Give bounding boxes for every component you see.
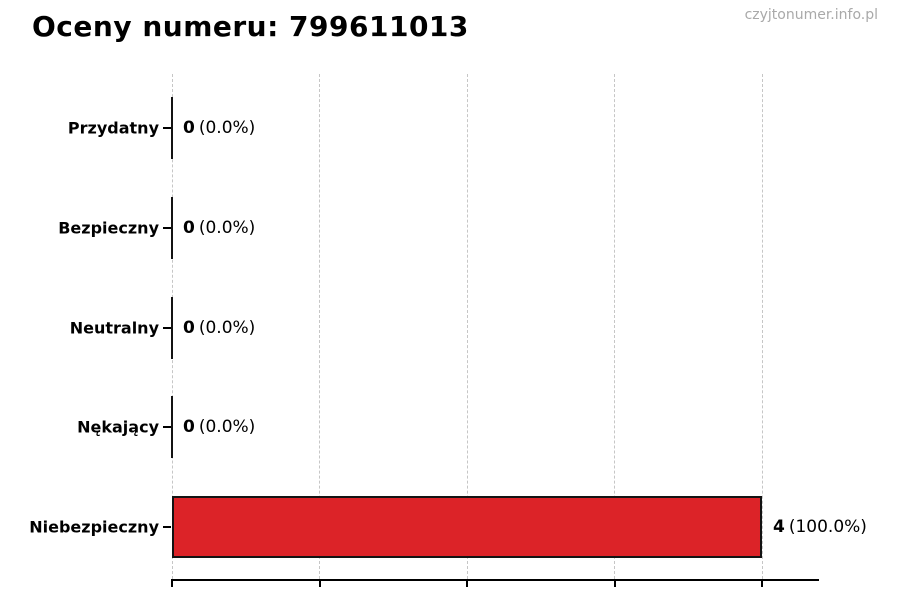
value-count: 0 <box>183 317 195 338</box>
value-count: 0 <box>183 217 195 238</box>
x-axis-tick <box>318 579 321 587</box>
category-label: Bezpieczny <box>58 218 159 238</box>
value-label: 0 (0.0%) <box>183 417 255 437</box>
x-axis-tick <box>613 579 616 587</box>
value-label: 0 (0.0%) <box>183 318 255 338</box>
bar <box>172 496 762 558</box>
zero-bar <box>171 97 173 159</box>
category-label: Neutralny <box>69 318 159 337</box>
zero-bar <box>171 296 173 359</box>
watermark: czyjtonumer.info.pl <box>744 7 878 23</box>
value-percent: (100.0%) <box>788 517 867 537</box>
chart-title: Oceny numeru: 799611013 <box>32 10 469 43</box>
value-count: 0 <box>183 417 195 438</box>
value-percent: (0.0%) <box>198 317 256 338</box>
value-label: 4 (100.0%) <box>773 517 867 537</box>
value-label: 0 (0.0%) <box>183 218 255 238</box>
x-axis-tick <box>761 579 763 587</box>
x-axis-tick <box>171 579 173 587</box>
y-axis-tick <box>163 426 171 429</box>
gridline <box>319 74 320 579</box>
zero-bar <box>171 196 173 259</box>
gridline <box>466 74 468 579</box>
value-percent: (0.0%) <box>198 217 256 238</box>
y-axis-tick <box>163 226 171 229</box>
gridline <box>761 74 763 579</box>
x-axis-line <box>171 579 819 581</box>
value-count: 0 <box>183 118 195 138</box>
category-label: Przydatny <box>67 118 159 138</box>
zero-bar <box>171 396 173 459</box>
category-label: Niebezpieczny <box>29 517 159 537</box>
value-percent: (0.0%) <box>198 118 256 138</box>
y-axis-tick <box>163 526 171 528</box>
category-label: Nękający <box>77 417 159 437</box>
value-count: 4 <box>773 517 785 537</box>
value-label: 0 (0.0%) <box>183 118 255 138</box>
value-percent: (0.0%) <box>198 417 256 438</box>
gridline <box>614 74 615 579</box>
y-axis-tick <box>163 326 171 329</box>
y-axis-tick <box>163 127 171 129</box>
x-axis-tick <box>466 579 468 587</box>
